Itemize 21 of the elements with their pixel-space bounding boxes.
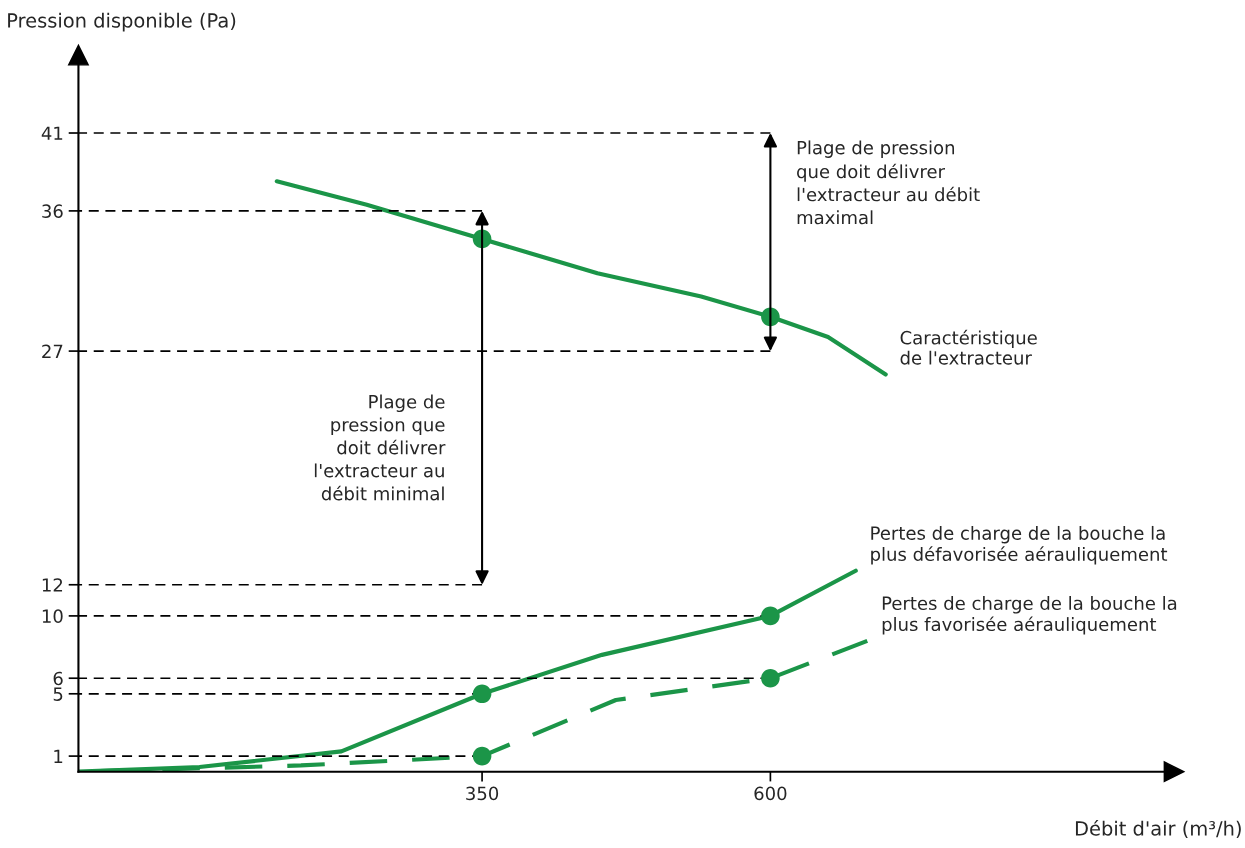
annotation: Plage de pression que doit délivrer l'extracteur au débit minimal (314, 394, 446, 501)
y-tick-label: 1 (54, 749, 63, 763)
point (472, 746, 492, 766)
y-axis-title: Pression disponible (Pa) (8, 12, 236, 32)
annotation: Plage de pression que doit délivrer l'extracteur au débit maximal (797, 140, 980, 225)
series-label: Pertes de charge de la bouche la plus favorisée aérauliquement (882, 596, 1177, 635)
y-tick-label: 12 (42, 578, 63, 592)
point (761, 668, 780, 688)
y-tick-label: 10 (42, 609, 63, 624)
y-tick-label: 27 (42, 344, 63, 358)
x-tick-label: 350 (466, 786, 499, 801)
point (472, 684, 492, 704)
y-tick-label: 41 (41, 126, 63, 140)
y-tick-label: 6 (53, 671, 63, 686)
series-label: Pertes de charge de la bouche la plus défavorisée aérauliquement (871, 525, 1168, 565)
series-label: Caractéristique de l'extracteur (900, 329, 1037, 365)
point (761, 606, 780, 626)
x-axis-title: Débit d'air (m³/h) (1075, 819, 1241, 839)
x-tick-label: 600 (754, 786, 787, 801)
y-tick-label: 36 (42, 204, 63, 219)
y-tick-label: 5 (53, 687, 63, 701)
